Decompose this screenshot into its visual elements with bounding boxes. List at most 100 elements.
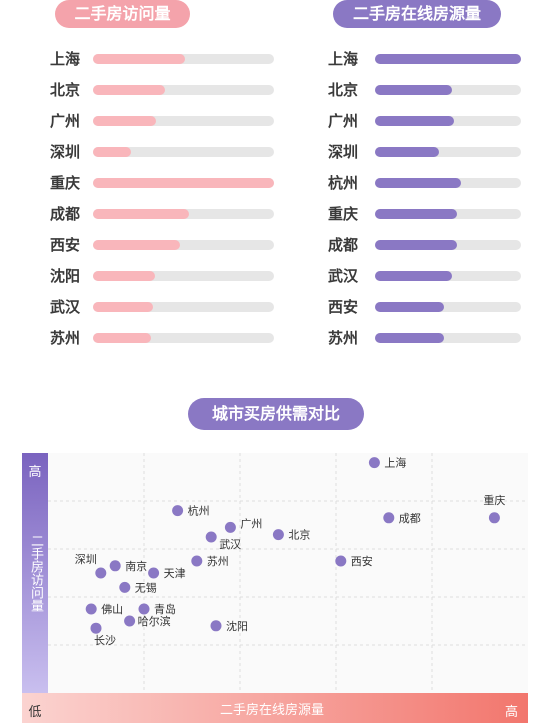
scatter-point [172,505,184,517]
scatter-point-label: 武汉 [219,538,241,551]
scatter-point-label: 重庆 [483,493,505,507]
left-panel-bar [93,271,155,281]
scatter-point-label: 佛山 [101,603,123,616]
scatter-point-label: 哈尔滨 [138,614,171,628]
scatter-point-label: 南京 [125,559,147,573]
right-panel-city-label: 苏州 [328,329,359,347]
left-panel-bar [93,302,153,312]
right-panel-city-label: 西安 [328,298,359,316]
left-panel-city-label: 西安 [50,236,81,254]
right-panel-city-label: 杭州 [328,174,359,192]
left-panel-city-label: 广州 [50,112,81,130]
right-panel-city-label: 武汉 [328,267,359,285]
scatter-title: 城市买房供需对比 [188,398,364,430]
scatter-point [119,581,131,593]
left-panel-city-label: 北京 [50,81,81,99]
scatter-point-label: 上海 [384,456,406,470]
scatter-point [138,603,150,615]
scatter-point-label: 无锡 [135,580,157,594]
right-panel-bar [375,178,462,188]
left-panel-bar [93,116,157,126]
scatter-point [210,620,222,632]
scatter-point [205,531,217,543]
scatter-point-label: 广州 [240,517,262,530]
scatter-chart: 高 二手房访问量 低 二手房在线房源量 高 上海重庆成都北京 杭州广州武汉西安 苏州… [22,453,528,723]
left-panel-bar [93,147,131,157]
scatter-point [383,512,395,524]
left-panel-bar-track [93,333,274,343]
left-panel-bar-track [93,85,274,95]
scatter-point-label: 青岛 [154,602,176,616]
left-panel-bar-track [93,116,274,126]
left-panel-bar [93,240,180,250]
right-panel-bar [375,333,444,343]
scatter-point [368,457,380,469]
scatter-point-label: 长沙 [94,634,116,647]
x-axis-band [22,693,528,723]
scatter-point-label: 西安 [351,554,373,568]
x-axis-label: 二手房在线房源量 [219,703,324,718]
right-panel-title: 二手房在线房源量 [333,0,501,28]
left-panel-city-label: 成都 [50,205,81,223]
y-axis-high-label: 高 [28,465,42,480]
y-axis-band [22,453,48,693]
right-panel-bar-track [375,209,521,219]
left-panel-bar-track [93,147,274,157]
scatter-point-label: 杭州 [188,504,210,518]
right-panel-bar [375,271,453,281]
left-panel-bar [93,333,151,343]
right-panel-bar-track [375,271,521,281]
x-axis-high-label: 高 [504,705,518,720]
left-panel-bar [93,209,189,219]
left-panel-city-label: 武汉 [50,298,81,316]
right-panel-bar-track [375,240,521,250]
right-panel-city-label: 上海 [328,50,359,68]
scatter-point [272,529,284,541]
left-panel-bar-track [93,302,274,312]
left-panel-city-label: 深圳 [50,143,81,161]
right-panel-bar-track [375,302,521,312]
right-panel-bar-track [375,54,521,64]
right-panel-bar-track [375,85,521,95]
scatter-point [191,555,203,567]
scatter-point-label: 苏州 [207,555,229,568]
left-panel-bar-track [93,240,274,250]
left-panel-bar-track [93,209,274,219]
left-panel-title: 二手房访问量 [55,0,190,28]
right-panel-city-label: 北京 [328,81,359,99]
left-panel-city-label: 上海 [50,50,81,68]
scatter-point [224,521,236,533]
right-panel-bar-track [375,333,521,343]
right-panel-bar-track [375,116,521,126]
scatter-point-label: 深圳 [75,553,97,566]
left-panel-bar-track [93,54,274,64]
right-panel-bar [375,85,453,95]
right-panel-bar [375,54,521,64]
right-panel-city-label: 重庆 [328,205,359,223]
right-panel-city-label: 广州 [328,112,359,130]
scatter-point [109,560,121,572]
left-panel-city-label: 苏州 [50,329,81,347]
right-panel-bar [375,240,457,250]
left-panel-bar-track [93,178,274,188]
y-axis-label: 二手房访问量 [28,534,43,612]
left-panel-bar [93,54,186,64]
scatter-plot-area: 上海 重庆 成都 北京 杭州 广州 武汉 西安 苏州 深圳 南京 天津 无锡 佛山 青岛 哈尔滨 长沙 沈阳 [48,453,528,693]
scatter-point-label: 成都 [399,512,421,525]
scatter-point [85,603,97,615]
left-panel-bar [93,85,166,95]
scatter-point [90,622,102,634]
left-panel-city-label: 沈阳 [50,267,81,285]
x-axis-low-label: 低 [28,705,42,720]
right-panel-bar [375,302,444,312]
right-panel-bar [375,116,454,126]
right-panel-city-label: 成都 [328,236,359,254]
right-panel-bar-track [375,178,521,188]
scatter-point [95,567,107,579]
left-panel-bar [93,178,274,188]
scatter-point [148,567,160,579]
right-panel-bar [375,209,457,219]
scatter-point-label: 北京 [288,528,310,542]
right-panel-bar-track [375,147,521,157]
